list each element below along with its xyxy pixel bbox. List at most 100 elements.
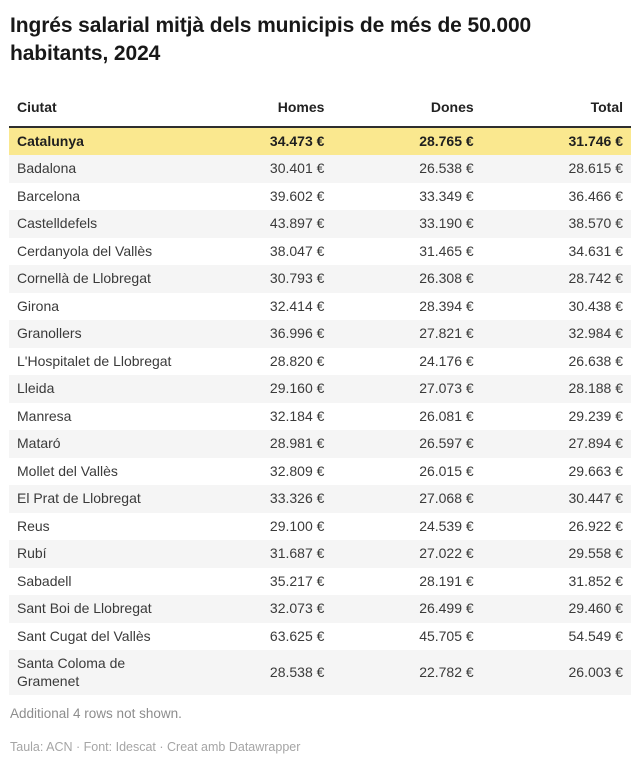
city-cell: Manresa xyxy=(17,407,72,424)
city-cell: Reus xyxy=(17,517,50,534)
dones-cell: 28.394 € xyxy=(419,297,474,314)
homes-cell: 36.996 € xyxy=(269,325,325,342)
table-row: Sabadell 35.217 € 28.191 € 31.852 € xyxy=(9,568,631,596)
table-row: Mataró 28.981 € 26.597 € 27.894 € xyxy=(9,430,631,458)
total-cell: 28.188 € xyxy=(568,380,624,397)
city-cell: L'Hospitalet de Llobregat xyxy=(17,352,172,369)
total-cell: 29.239 € xyxy=(568,407,624,424)
table-row: Mollet del Vallès 32.809 € 26.015 € 29.663 … xyxy=(9,458,631,486)
dones-cell: 27.073 € xyxy=(419,380,474,397)
total-cell: 26.003 € xyxy=(568,664,624,681)
homes-cell: 29.160 € xyxy=(269,380,325,397)
total-cell: 26.922 € xyxy=(568,517,624,534)
homes-cell: 28.538 € xyxy=(269,664,325,681)
table-row: Castelldefels 43.897 € 33.190 € 38.570 € xyxy=(9,210,631,238)
dones-cell: 24.176 € xyxy=(419,352,474,369)
homes-cell: 28.820 € xyxy=(269,352,325,369)
table-row: Cornellà de Llobregat 30.793 € 26.308 € 28.… xyxy=(9,265,631,293)
table-row: Barcelona 39.602 € 33.349 € 36.466 € xyxy=(9,183,631,211)
table-header-row: Ciutat Homes Dones Total xyxy=(9,92,631,127)
table-row: Badalona 30.401 € 26.538 € 28.615 € xyxy=(9,155,631,183)
table-row: Cerdanyola del Vallès 38.047 € 31.465 € 34.… xyxy=(9,238,631,266)
total-cell: 32.984 € xyxy=(568,325,624,342)
homes-cell: 38.047 € xyxy=(269,242,325,259)
dones-cell: 27.821 € xyxy=(419,325,474,342)
dones-cell: 26.308 € xyxy=(419,270,474,287)
total-cell: 26.638 € xyxy=(568,352,624,369)
total-cell: 54.549 € xyxy=(568,627,624,644)
total-cell: 31.852 € xyxy=(568,572,624,589)
table-row: L'Hospitalet de Llobregat 28.820 € 24.176 … xyxy=(9,348,631,376)
dones-cell: 26.538 € xyxy=(419,160,474,177)
city-cell: Mataró xyxy=(17,435,61,452)
dones-cell: 27.022 € xyxy=(419,545,474,562)
homes-cell: 28.981 € xyxy=(269,435,325,452)
homes-cell: 33.326 € xyxy=(269,490,325,507)
homes-cell: 35.217 € xyxy=(269,572,325,589)
table-row: Granollers 36.996 € 27.821 € 32.984 € xyxy=(9,320,631,348)
homes-cell: 43.897 € xyxy=(269,215,325,232)
city-cell: Cornellà de Llobregat xyxy=(17,270,151,287)
total-cell: 28.742 € xyxy=(568,270,624,287)
dones-cell: 33.190 € xyxy=(419,215,474,232)
city-cell: Mollet del Vallès xyxy=(17,462,118,479)
table-row: Reus 29.100 € 24.539 € 26.922 € xyxy=(9,513,631,541)
homes-cell: 32.414 € xyxy=(269,297,325,314)
city-cell: Granollers xyxy=(17,325,82,342)
city-cell: El Prat de Llobregat xyxy=(17,490,141,507)
dones-cell: 27.068 € xyxy=(419,490,474,507)
table-body: Catalunya 34.473 € 28.765 € 31.746 € Badalon… xyxy=(9,126,631,696)
city-cell: Rubí xyxy=(17,545,47,562)
homes-cell: 30.401 € xyxy=(269,160,325,177)
dones-cell: 31.465 € xyxy=(419,242,474,259)
dones-cell: 45.705 € xyxy=(419,627,474,644)
table-row: Girona 32.414 € 28.394 € 30.438 € xyxy=(9,293,631,321)
table-row: Sant Boi de Llobregat 32.073 € 26.499 € 29.… xyxy=(9,595,631,623)
city-cell: Sant Cugat del Vallès xyxy=(17,627,151,644)
total-cell: 31.746 € xyxy=(568,132,624,149)
total-cell: 36.466 € xyxy=(568,187,624,204)
total-cell: 30.438 € xyxy=(568,297,624,314)
total-cell: 27.894 € xyxy=(568,435,624,452)
total-cell: 29.663 € xyxy=(568,462,624,479)
total-cell: 34.631 € xyxy=(568,242,624,259)
dones-cell: 26.499 € xyxy=(419,600,474,617)
city-cell: Castelldefels xyxy=(17,215,98,232)
total-cell: 29.558 € xyxy=(568,545,624,562)
rows-not-shown-note: Additional 4 rows not shown. xyxy=(10,706,182,722)
table-row-highlighted: Catalunya 34.473 € 28.765 € 31.746 € xyxy=(9,126,631,156)
dones-cell: 26.597 € xyxy=(419,435,474,452)
city-cell: Sant Boi de Llobregat xyxy=(17,600,152,617)
dones-cell: 24.539 € xyxy=(419,517,474,534)
table-row: Manresa 32.184 € 26.081 € 29.239 € xyxy=(9,403,631,431)
page-title: Ingrés salarial mitjà dels municipis de … xyxy=(10,14,532,65)
column-header-homes: Homes xyxy=(277,98,325,115)
total-cell: 28.615 € xyxy=(568,160,624,177)
datawrapper-table-widget: Ingrés salarial mitjà dels municipis de … xyxy=(9,14,631,755)
total-cell: 29.460 € xyxy=(568,600,624,617)
dones-cell: 22.782 € xyxy=(419,664,474,681)
homes-cell: 29.100 € xyxy=(269,517,325,534)
homes-cell: 39.602 € xyxy=(269,187,325,204)
city-cell: Cerdanyola del Vallès xyxy=(17,242,153,259)
homes-cell: 63.625 € xyxy=(269,627,325,644)
homes-cell: 32.809 € xyxy=(269,462,325,479)
city-cell: Santa Coloma de Gramenet xyxy=(17,655,126,689)
city-cell: Barcelona xyxy=(17,187,81,204)
city-cell: Sabadell xyxy=(17,572,72,589)
homes-cell: 32.073 € xyxy=(269,600,325,617)
total-cell: 30.447 € xyxy=(568,490,624,507)
table-row: Sant Cugat del Vallès 63.625 € 45.705 € 54.… xyxy=(9,623,631,651)
table-row: El Prat de Llobregat 33.326 € 27.068 € 30.4… xyxy=(9,485,631,513)
dones-cell: 28.765 € xyxy=(419,132,474,149)
attribution-line: Taula: ACN · Font: Idescat · Creat amb D… xyxy=(10,740,301,755)
city-cell: Badalona xyxy=(17,160,77,177)
dones-cell: 26.015 € xyxy=(419,462,474,479)
salary-table: Ciutat Homes Dones Total Catalunya 34.473 € 2… xyxy=(9,92,631,696)
column-header-dones: Dones xyxy=(430,98,474,115)
homes-cell: 34.473 € xyxy=(269,132,325,149)
dones-cell: 26.081 € xyxy=(419,407,474,424)
homes-cell: 31.687 € xyxy=(269,545,325,562)
total-cell: 38.570 € xyxy=(568,215,624,232)
city-cell: Girona xyxy=(17,297,60,314)
